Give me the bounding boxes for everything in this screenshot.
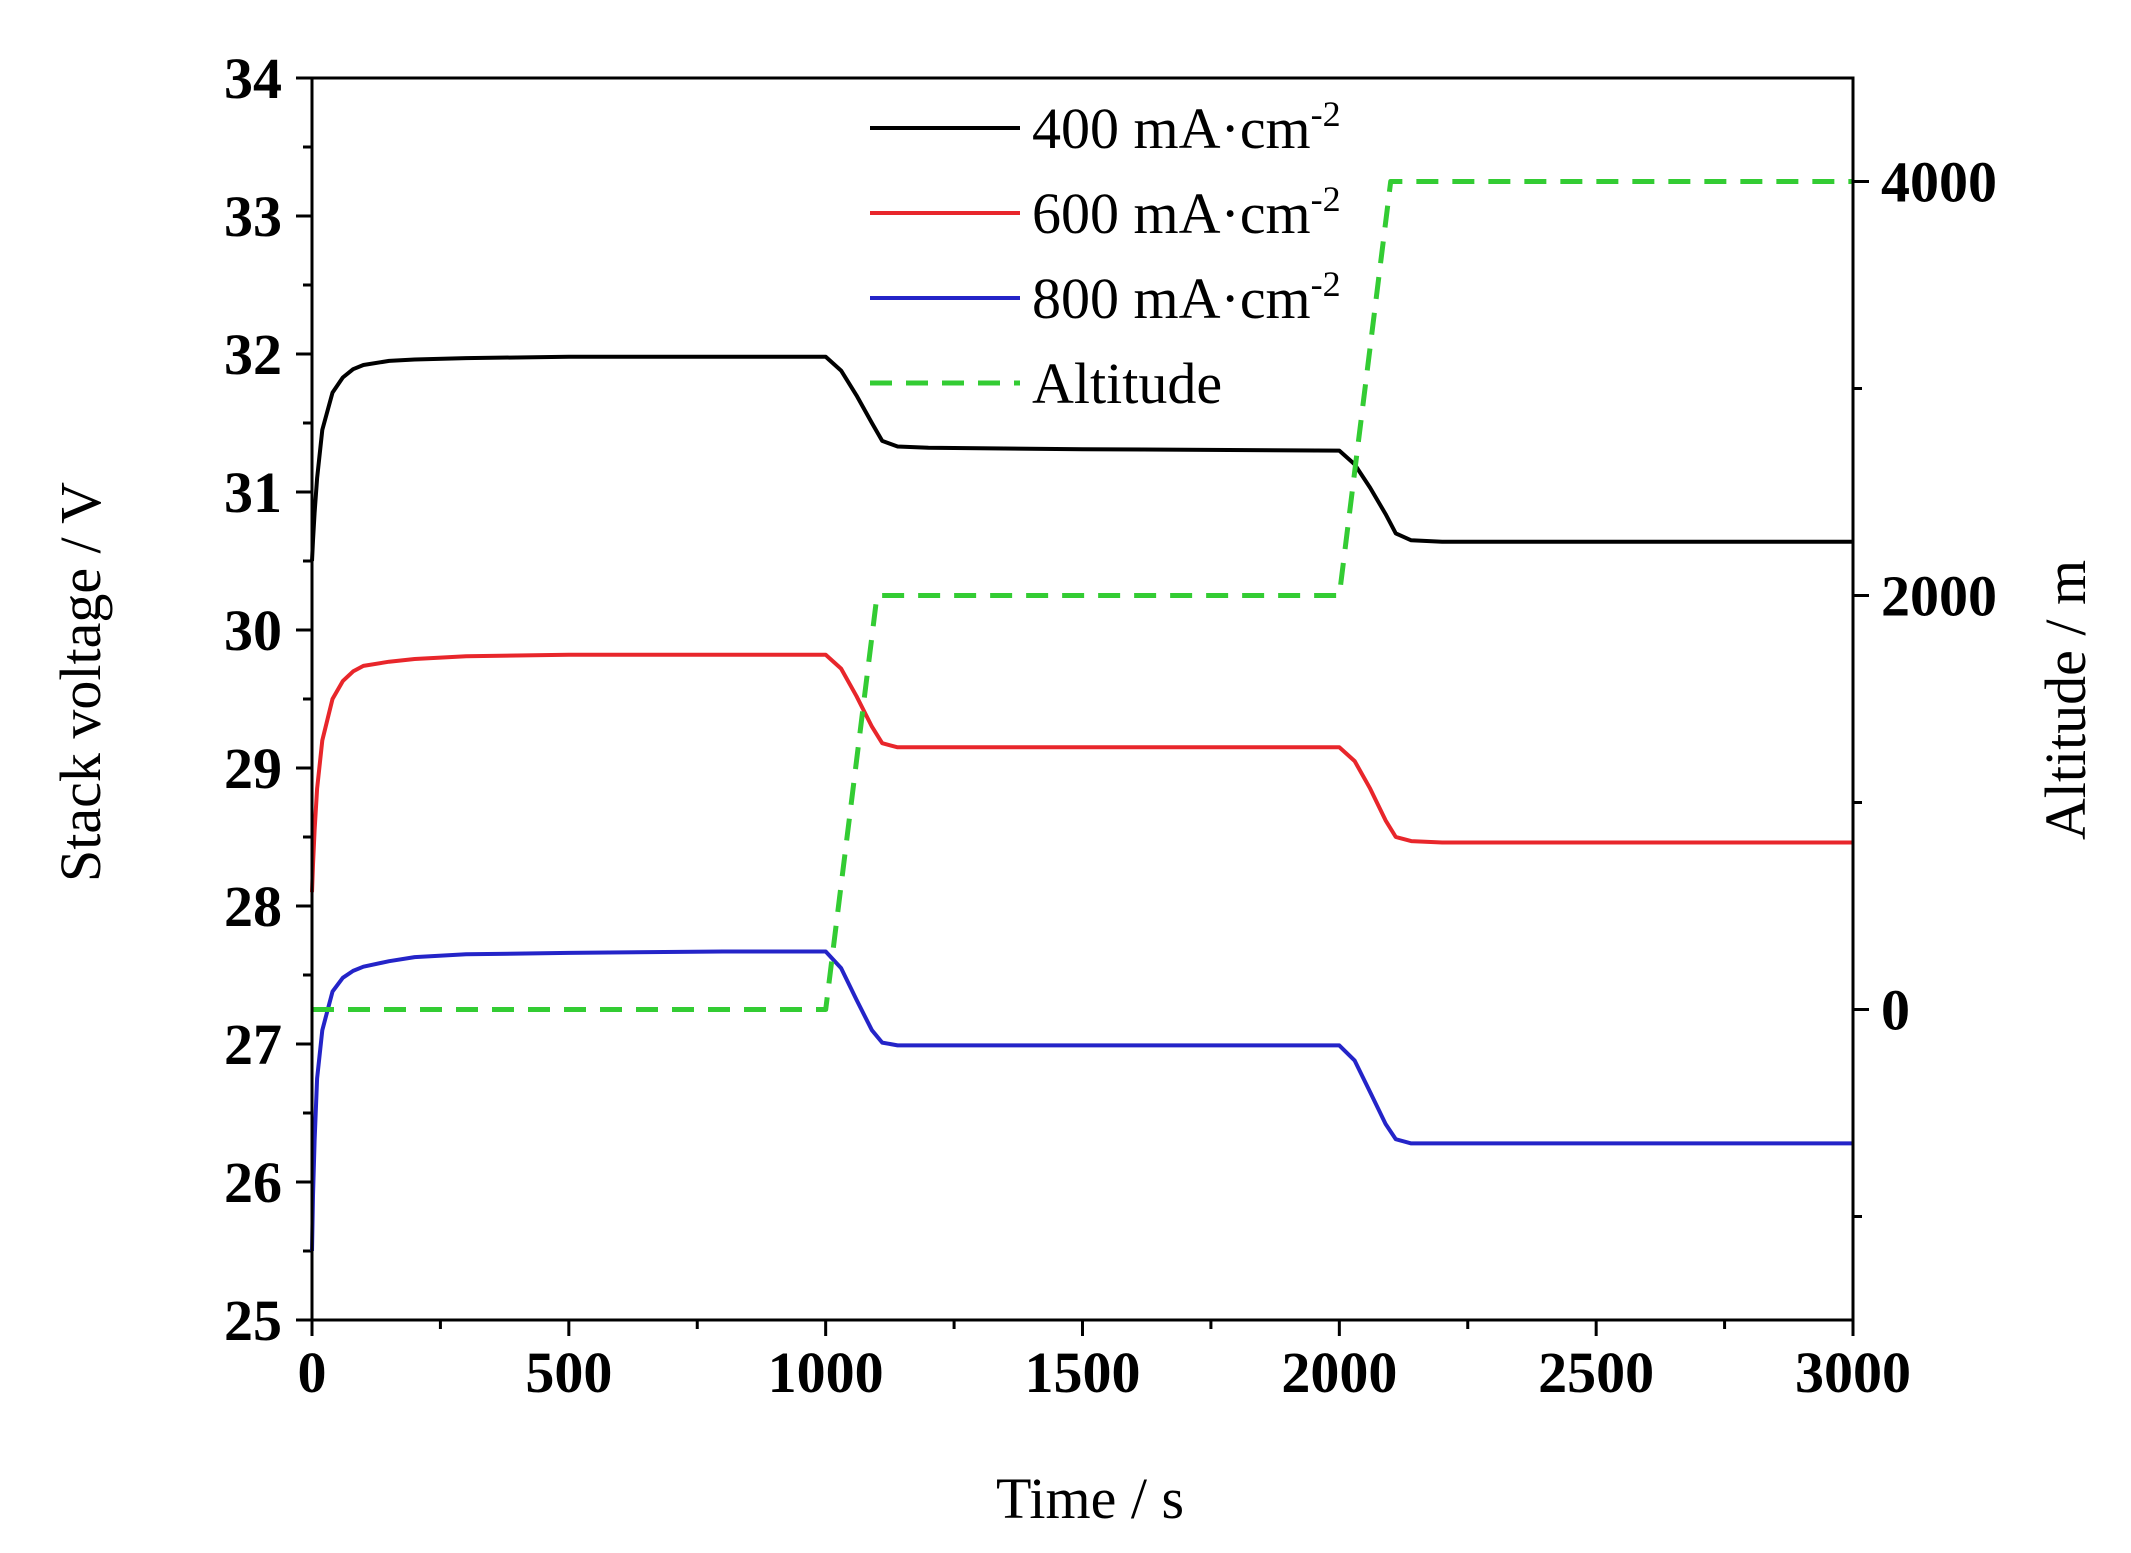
x-tick-label: 1000 [768,1340,884,1405]
right-y-tick-label: 2000 [1881,564,1997,629]
left-y-tick-label: 32 [224,322,282,387]
left-y-tick-label: 33 [224,184,282,249]
series-line-2 [310,949,1853,1252]
right-y-tick-label: 0 [1881,978,1910,1043]
legend-label-600: 600 mA·cm-2 [1032,179,1341,246]
x-tick-label: 2000 [1281,1340,1397,1405]
left-y-axis-title: Stack voltage / V [48,482,113,882]
left-y-tick-label: 25 [224,1288,282,1353]
legend: 400 mA·cm-2 600 mA·cm-2 800 mA·cm-2 Alti… [870,94,1341,416]
right-y-tick-label: 4000 [1881,150,1997,215]
x-tick-label: 500 [525,1340,612,1405]
x-tick-label: 0 [298,1340,327,1405]
x-tick-label: 3000 [1795,1340,1911,1405]
x-tick-label: 1500 [1025,1340,1141,1405]
plot-frame [310,76,1855,1322]
tick-labels-layer: 0 500 1000 1500 2000 2500 3000 25 26 27 28 29 30 31 32… [224,46,1997,1405]
x-tick-label: 2500 [1538,1340,1654,1405]
series-line-0 [310,354,1853,562]
left-y-tick-label: 27 [224,1012,282,1077]
left-y-tick-label: 29 [224,736,282,801]
left-y-tick-label: 28 [224,874,282,939]
right-y-axis-title: Altitude / m [2033,560,2098,840]
legend-label-400: 400 mA·cm-2 [1032,94,1341,161]
left-y-tick-label: 31 [224,460,282,525]
left-y-tick-label: 26 [224,1150,282,1215]
series-line-3 [312,179,1853,1012]
left-y-tick-label: 30 [224,598,282,663]
series-line-1 [310,652,1853,893]
series-layer [310,179,1853,1252]
x-axis-title: Time / s [996,1466,1184,1531]
legend-label-800: 800 mA·cm-2 [1032,264,1341,331]
left-y-tick-label: 34 [224,46,282,111]
legend-label-altitude: Altitude [1032,351,1222,416]
